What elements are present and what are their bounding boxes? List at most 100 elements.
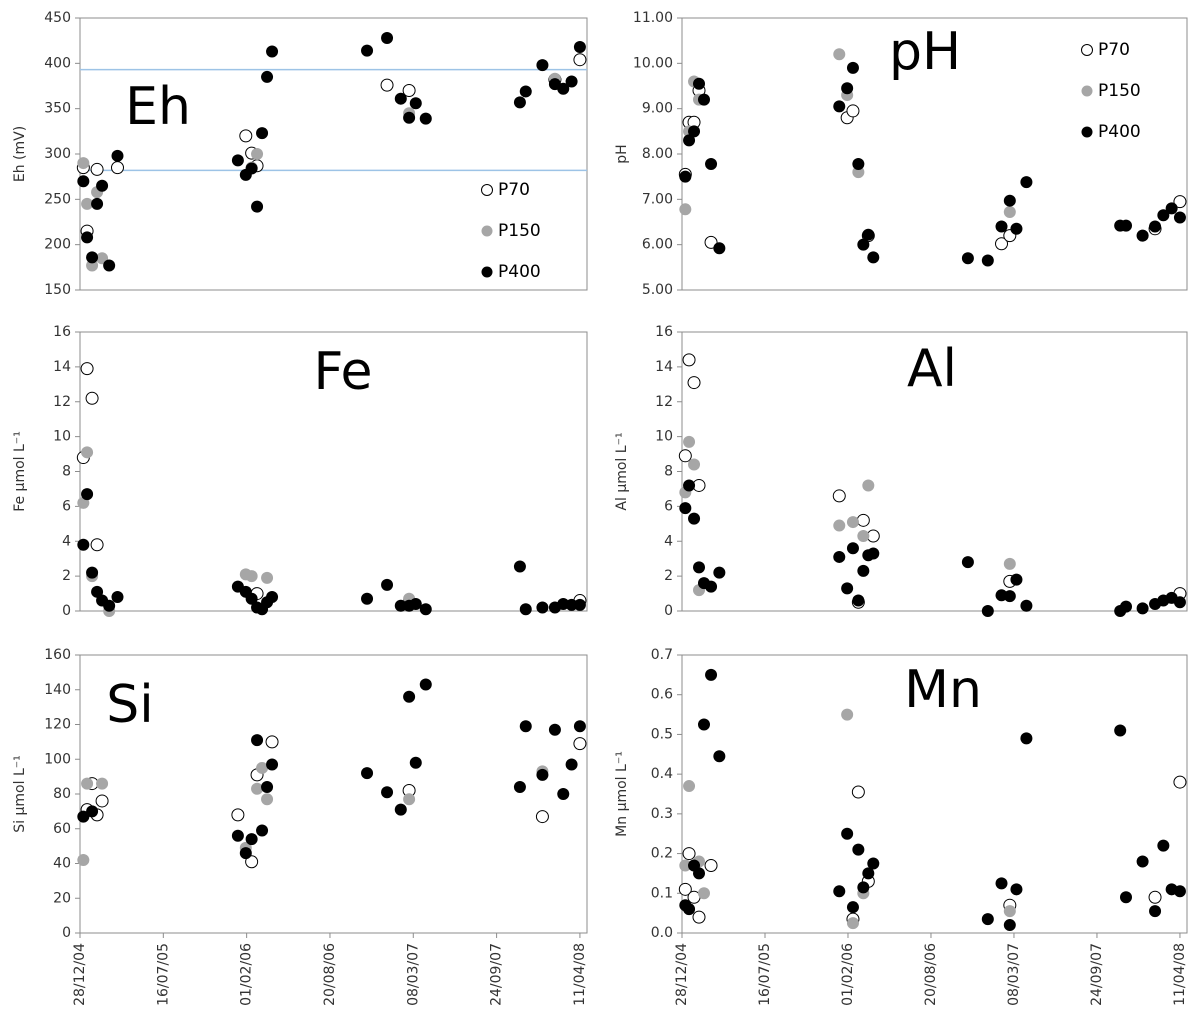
y-tick-label: 8 <box>664 464 673 480</box>
x-tick-label: 01/02/06 <box>840 943 856 1006</box>
marker <box>867 857 880 870</box>
marker <box>697 887 710 900</box>
marker <box>678 882 692 896</box>
marker <box>103 259 116 272</box>
y-tick-label: 4 <box>664 533 673 549</box>
marker <box>245 592 258 605</box>
marker <box>683 903 696 916</box>
y-tick-label: 0.5 <box>651 726 673 742</box>
marker <box>688 512 701 525</box>
marker <box>1081 85 1093 97</box>
marker <box>565 75 578 88</box>
marker <box>380 78 394 92</box>
marker <box>862 228 875 241</box>
marker <box>1173 211 1186 224</box>
marker <box>557 788 570 800</box>
marker <box>481 184 493 196</box>
marker <box>1081 44 1093 56</box>
marker <box>1165 202 1178 215</box>
y-tick-label: 0.2 <box>651 846 673 862</box>
marker <box>1003 919 1016 932</box>
marker <box>95 794 109 808</box>
y-tick-label: 400 <box>44 55 71 71</box>
x-tick-label: 16/07/05 <box>757 943 773 1006</box>
marker <box>91 585 104 598</box>
marker <box>1120 891 1133 904</box>
marker <box>245 570 258 583</box>
marker <box>535 810 549 824</box>
marker <box>77 157 90 170</box>
marker <box>683 479 696 492</box>
marker <box>409 97 422 110</box>
marker <box>846 917 859 930</box>
y-axis-label: Mn µmol L⁻¹ <box>614 751 630 837</box>
marker <box>833 885 846 898</box>
plot-area <box>681 654 1188 934</box>
marker <box>846 61 859 74</box>
y-tick-label: 10 <box>655 429 673 445</box>
marker <box>394 92 407 105</box>
marker <box>519 603 532 616</box>
marker <box>1157 839 1170 852</box>
legend-label: P400 <box>1098 122 1141 142</box>
marker <box>536 59 549 72</box>
marker <box>86 251 99 264</box>
marker <box>245 855 259 869</box>
marker <box>852 843 865 856</box>
marker <box>536 601 549 614</box>
marker <box>239 129 253 143</box>
y-tick-label: 0.0 <box>651 925 673 941</box>
y-tick-label: 4 <box>62 533 71 549</box>
y-tick-label: 0.3 <box>651 806 673 822</box>
marker <box>852 594 865 607</box>
marker <box>481 266 493 278</box>
y-tick-label: 0 <box>664 603 673 619</box>
marker <box>231 808 245 822</box>
marker <box>679 170 692 183</box>
marker <box>110 161 124 175</box>
legend-label: P400 <box>498 262 541 282</box>
marker <box>1003 206 1016 219</box>
marker <box>77 175 90 188</box>
marker <box>961 556 974 569</box>
marker <box>103 599 116 612</box>
marker <box>96 777 109 790</box>
marker <box>513 781 526 794</box>
marker <box>705 580 718 593</box>
x-tick-label: 28/12/04 <box>674 943 690 1006</box>
marker <box>361 44 374 57</box>
marker <box>1081 126 1093 138</box>
marker <box>688 458 701 471</box>
legend-label: P150 <box>498 221 541 241</box>
panel-title: pH <box>889 22 961 82</box>
marker <box>692 910 706 924</box>
marker <box>536 768 549 781</box>
marker <box>688 125 701 138</box>
marker <box>565 598 578 611</box>
panel-title: Fe <box>313 342 372 402</box>
y-tick-label: 140 <box>44 682 71 698</box>
marker <box>857 238 870 251</box>
marker <box>394 803 407 816</box>
marker <box>1148 890 1162 904</box>
marker <box>239 847 252 860</box>
marker <box>261 70 274 83</box>
marker <box>833 100 846 113</box>
y-tick-label: 450 <box>44 10 71 26</box>
marker <box>565 758 578 771</box>
marker <box>251 782 264 795</box>
marker <box>90 162 104 176</box>
marker <box>867 251 880 264</box>
marker <box>841 708 854 721</box>
marker <box>833 519 846 532</box>
marker <box>1003 557 1016 570</box>
y-tick-label: 100 <box>44 751 71 767</box>
marker <box>231 154 244 167</box>
marker <box>77 854 90 867</box>
marker <box>833 48 846 61</box>
y-tick-label: 6.00 <box>642 237 673 253</box>
panel-title: Mn <box>904 660 982 720</box>
marker <box>548 723 561 736</box>
y-tick-label: 0.7 <box>651 647 673 663</box>
